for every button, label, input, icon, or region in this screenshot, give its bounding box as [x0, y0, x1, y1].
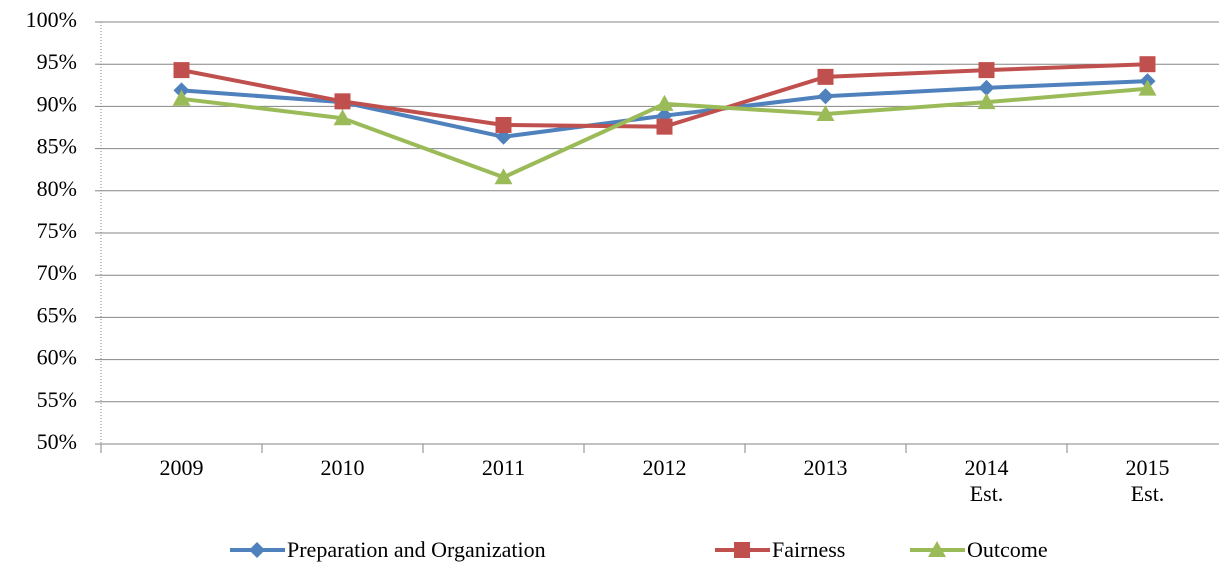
- marker: [655, 94, 674, 111]
- marker: [1139, 56, 1156, 73]
- marker: [816, 104, 835, 121]
- marker: [249, 542, 265, 558]
- marker: [173, 62, 190, 79]
- marker: [978, 79, 995, 96]
- legend-label: Fairness: [772, 537, 845, 562]
- x-tick-label: 2012: [642, 455, 687, 480]
- marker: [494, 168, 513, 185]
- marker: [1138, 79, 1157, 96]
- x-tick-label: 2011: [481, 455, 526, 480]
- x-tick-label: 2009: [159, 455, 204, 480]
- marker: [817, 68, 834, 85]
- marker: [172, 89, 191, 106]
- y-tick-label: 60%: [37, 345, 77, 370]
- x-tick-label: 2015 Est.: [1125, 455, 1170, 506]
- x-tick-label: 2013: [803, 455, 848, 480]
- y-tick-label: 100%: [26, 7, 77, 32]
- x-tick-label: 2014 Est.: [964, 455, 1009, 506]
- marker: [333, 109, 352, 126]
- y-tick-label: 90%: [37, 91, 77, 116]
- y-tick-label: 55%: [37, 387, 77, 412]
- marker: [928, 541, 946, 557]
- y-tick-label: 95%: [37, 49, 77, 74]
- marker: [495, 116, 512, 133]
- y-tick-label: 70%: [37, 260, 77, 285]
- marker: [656, 118, 673, 135]
- marker: [977, 93, 996, 110]
- y-tick-label: 75%: [37, 218, 77, 243]
- y-tick-label: 50%: [37, 429, 77, 454]
- marker: [734, 542, 750, 558]
- y-tick-label: 65%: [37, 302, 77, 327]
- legend-label: Outcome: [967, 537, 1048, 562]
- legend-label: Preparation and Organization: [287, 537, 546, 562]
- marker: [978, 62, 995, 79]
- marker: [334, 93, 351, 110]
- y-tick-label: 85%: [37, 134, 77, 159]
- x-tick-label: 2010: [320, 455, 365, 480]
- y-tick-label: 80%: [37, 176, 77, 201]
- marker: [817, 88, 834, 105]
